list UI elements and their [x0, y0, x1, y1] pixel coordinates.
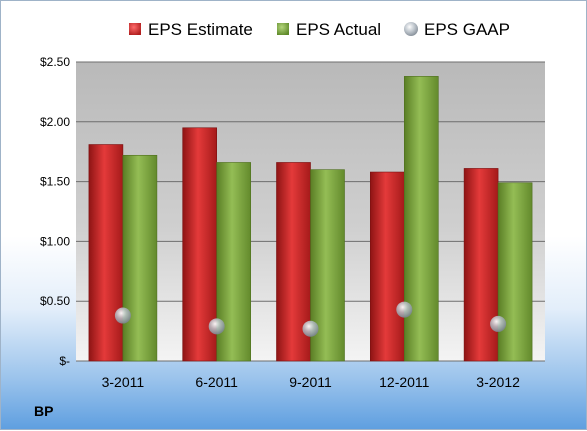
bar-eps-estimate: [463, 168, 499, 362]
point-eps-gaap: [302, 320, 319, 337]
point-eps-gaap: [208, 318, 225, 335]
point-eps-gaap: [114, 307, 131, 324]
bar-eps-actual: [497, 182, 533, 362]
x-tick-label: 3-2012: [476, 374, 520, 390]
legend: EPS Estimate EPS Actual EPS GAAP: [129, 20, 510, 39]
legend-swatch: [404, 22, 418, 36]
x-tick-label: 9-2011: [289, 374, 332, 390]
point-eps-gaap: [490, 315, 507, 332]
y-tick-label: $1.00: [40, 234, 70, 248]
x-tick-label: 6-2011: [195, 374, 238, 390]
bar-eps-estimate: [369, 171, 405, 362]
ticker-label: BP: [34, 403, 54, 419]
x-tick-label: 12-2011: [379, 374, 430, 390]
x-axis: 3-2011 6-2011 9-2011 12-2011 3-2012: [102, 374, 520, 390]
legend-label: EPS GAAP: [424, 20, 510, 39]
y-axis: $- $0.50 $1.00 $1.50 $2.00 $2.50: [40, 55, 70, 368]
bar-eps-estimate: [88, 144, 124, 362]
y-tick-label: $2.00: [40, 115, 70, 129]
y-tick-label: $0.50: [40, 294, 70, 308]
legend-swatch: [129, 23, 141, 35]
bar-eps-actual: [403, 76, 439, 362]
bars: [88, 76, 533, 362]
y-tick-label: $1.50: [40, 175, 70, 189]
legend-label: EPS Actual: [296, 20, 381, 39]
x-tick-label: 3-2011: [102, 374, 145, 390]
bar-eps-actual: [122, 154, 158, 362]
legend-swatch: [277, 23, 289, 35]
y-tick-label: $-: [59, 354, 70, 368]
legend-label: EPS Estimate: [148, 20, 253, 39]
point-eps-gaap: [396, 301, 413, 318]
y-tick-label: $2.50: [40, 55, 70, 69]
